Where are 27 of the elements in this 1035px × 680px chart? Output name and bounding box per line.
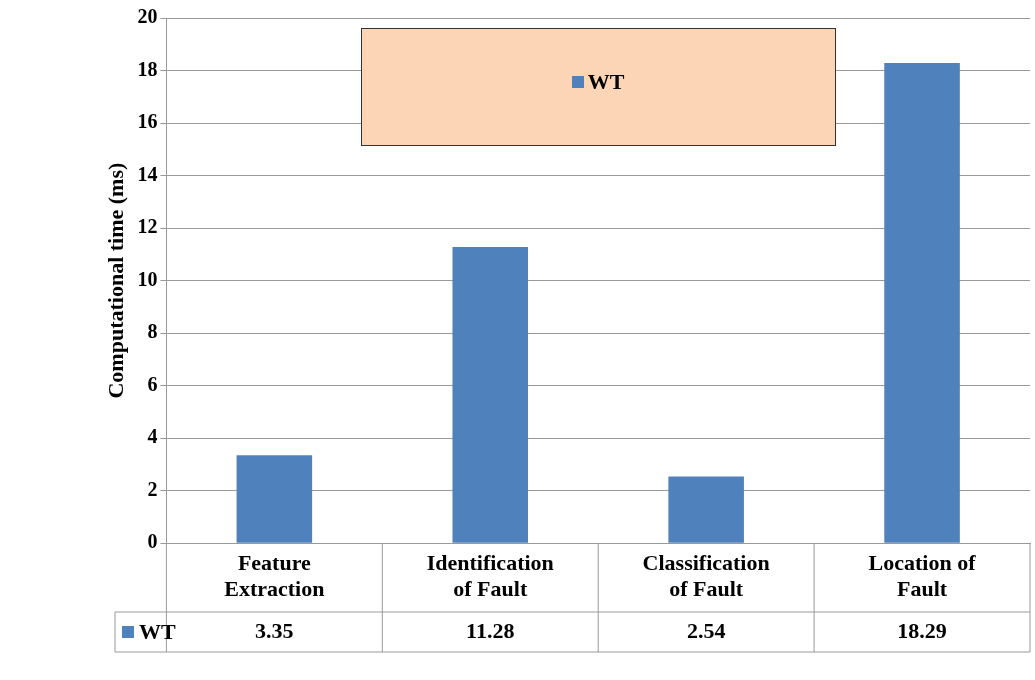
y-tick-label: 20 — [137, 5, 158, 28]
y-tick-label: 8 — [147, 320, 158, 343]
bar — [884, 62, 960, 543]
data-label: 18.29 — [897, 617, 947, 643]
data-label: 3.35 — [255, 617, 294, 643]
y-axis-title: Computational time (ms) — [102, 162, 128, 399]
y-tick-label: 16 — [137, 110, 158, 133]
y-tick-label: 4 — [147, 425, 158, 448]
y-tick-label: 18 — [137, 57, 158, 80]
y-tick-label: 0 — [147, 530, 158, 553]
y-tick-label: 12 — [137, 215, 158, 238]
bar — [236, 455, 313, 543]
x-tick-label: Identification of Fault — [426, 550, 554, 602]
legend-label: WT — [587, 69, 625, 95]
y-tick-label: 10 — [137, 267, 158, 290]
data-label: 2.54 — [686, 617, 726, 643]
bar — [668, 476, 744, 543]
legend-box: WT — [360, 28, 836, 146]
y-tick-label: 14 — [137, 162, 158, 185]
x-tick-label: Classification of Fault — [642, 550, 770, 602]
data-label: 11.28 — [466, 617, 515, 643]
table-key: WT — [122, 620, 176, 644]
y-tick-label: 6 — [147, 372, 158, 395]
x-tick-label: Feature Extraction — [224, 550, 325, 602]
bar — [452, 246, 529, 543]
x-tick-label: Location of Fault — [868, 550, 977, 602]
y-tick-label: 2 — [147, 477, 158, 500]
